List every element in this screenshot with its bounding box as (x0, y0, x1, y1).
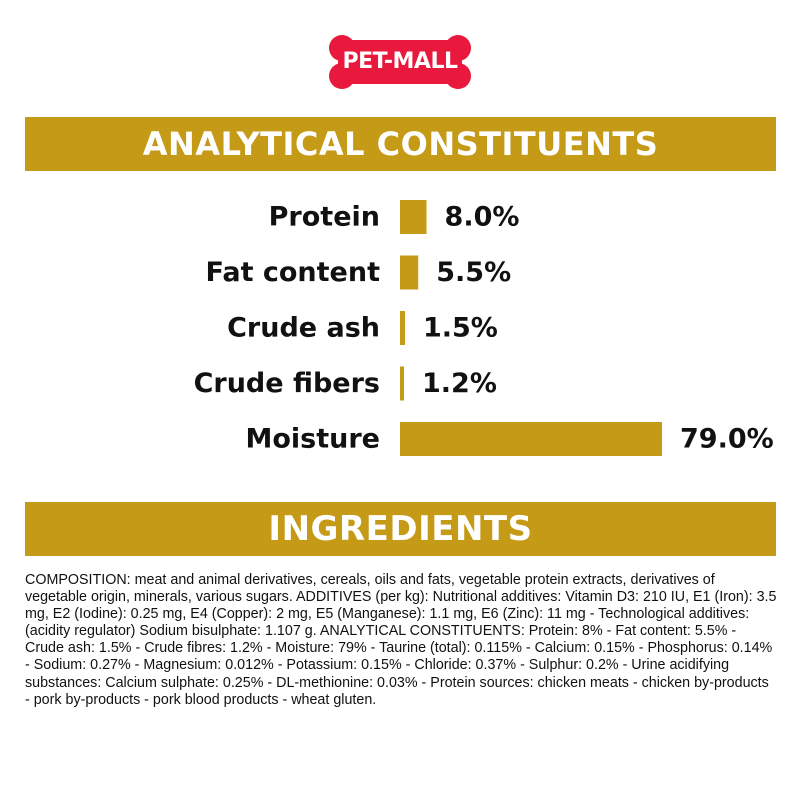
value-label-protein: 8.0% (445, 202, 520, 233)
ingredients-heading: INGREDIENTS (25, 502, 776, 556)
composition-text: COMPOSITION: meat and animal derivatives… (25, 572, 777, 708)
category-label-protein: Protein (269, 202, 380, 233)
bone-shape-icon (329, 35, 471, 89)
bar-crude-ash (400, 311, 405, 345)
category-label-crude-fibers: Crude fibers (194, 368, 380, 399)
category-label-crude-ash: Crude ash (227, 313, 380, 344)
value-label-crude-ash: 1.5% (423, 313, 498, 344)
value-label-fat-content: 5.5% (436, 257, 511, 288)
logo-text: PET-MALL (342, 49, 458, 74)
category-label-moisture: Moisture (246, 424, 381, 455)
bar-fat-content (400, 255, 419, 290)
bar-moisture (400, 422, 662, 456)
value-label-moisture: 79.0% (680, 424, 774, 455)
bar-crude-fibers (400, 366, 404, 401)
value-label-crude-fibers: 1.2% (422, 368, 497, 399)
bar-protein (400, 200, 427, 234)
pet-mall-logo: PET-MALL (328, 34, 472, 90)
analytical-constituents-heading: ANALYTICAL CONSTITUENTS (25, 117, 776, 171)
category-label-fat-content: Fat content (205, 257, 380, 288)
